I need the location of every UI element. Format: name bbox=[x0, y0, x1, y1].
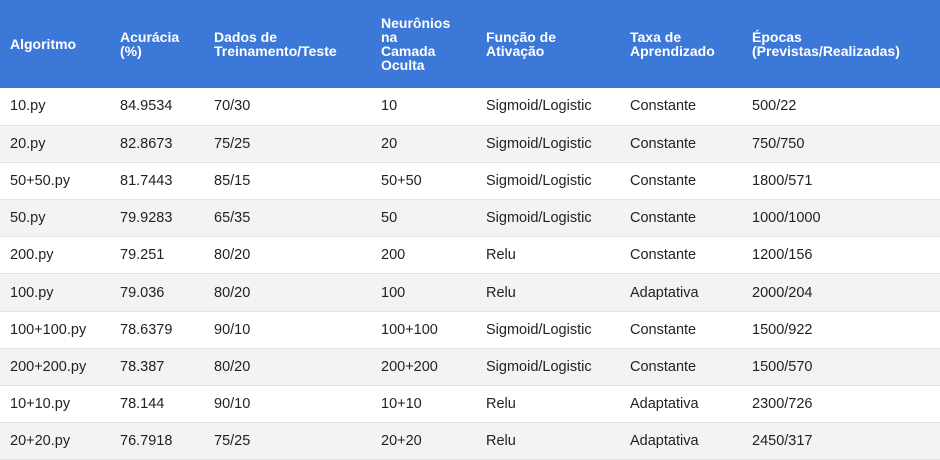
taxa-cell: Constante bbox=[630, 358, 697, 375]
dados-cell: 75/25 bbox=[214, 433, 251, 450]
acuracia-cell: 81.7443 bbox=[120, 172, 173, 189]
algoritmo-cell: 100.py bbox=[10, 284, 54, 301]
taxa-cell: Constante bbox=[630, 210, 697, 227]
funcao-cell: Sigmoid/Logistic bbox=[486, 210, 592, 227]
funcao-cell: Relu bbox=[486, 396, 516, 413]
algoritmo-cell: 100+100.py bbox=[10, 321, 87, 338]
acuracia-cell: 78.144 bbox=[120, 396, 165, 413]
dados-cell: 75/25 bbox=[214, 135, 251, 152]
algoritmo-cell: 200.py bbox=[10, 247, 54, 264]
epocas-cell: 1800/571 bbox=[752, 172, 813, 189]
epocas-cell: 750/750 bbox=[752, 135, 805, 152]
header-neuronios: Neurônios na Camada Oculta bbox=[381, 15, 451, 73]
taxa-cell: Constante bbox=[630, 172, 697, 189]
epocas-cell: 2300/726 bbox=[752, 396, 813, 413]
dados-cell: 80/20 bbox=[214, 358, 251, 375]
taxa-cell: Constante bbox=[630, 135, 697, 152]
algoritmo-cell: 20+20.py bbox=[10, 433, 71, 450]
acuracia-cell: 84.9534 bbox=[120, 98, 173, 115]
neuronios-cell: 200 bbox=[381, 247, 406, 264]
table-row: 10.py 84.9534 70/30 10 Sigmoid/Logistic Const… bbox=[0, 88, 940, 126]
table-header: Algoritmo Acurácia (%) Dados de Treiname… bbox=[0, 0, 940, 88]
epocas-cell: 1200/156 bbox=[752, 247, 813, 264]
neuronios-cell: 20+20 bbox=[381, 433, 422, 450]
taxa-cell: Constante bbox=[630, 247, 697, 264]
funcao-cell: Sigmoid/Logistic bbox=[486, 98, 592, 115]
dados-cell: 90/10 bbox=[214, 396, 251, 413]
taxa-cell: Adaptativa bbox=[630, 433, 699, 450]
neuronios-cell: 50+50 bbox=[381, 172, 422, 189]
table-row: 50.py 79.9283 65/35 50 Sigmoid/Logistic Const… bbox=[0, 199, 940, 237]
epocas-cell: 500/22 bbox=[752, 98, 797, 115]
table-row: 200+200.py 78.387 80/20 200+200 Sigmoid/Logi… bbox=[0, 348, 940, 386]
table-row: 20.py 82.8673 75/25 20 Sigmoid/Logistic Const… bbox=[0, 125, 940, 163]
table-row: 100+100.py 78.6379 90/10 100+100 Sigmoid/Log… bbox=[0, 311, 940, 349]
epocas-cell: 2000/204 bbox=[752, 284, 813, 301]
funcao-cell: Sigmoid/Logistic bbox=[486, 135, 592, 152]
header-algoritmo: Algoritmo bbox=[10, 36, 77, 52]
acuracia-cell: 76.7918 bbox=[120, 433, 173, 450]
neuronios-cell: 100 bbox=[381, 284, 406, 301]
table-row: 200.py 79.251 80/20 200 Relu Constante 1200/15… bbox=[0, 237, 940, 274]
neuronios-cell: 20 bbox=[381, 135, 398, 152]
taxa-cell: Constante bbox=[630, 98, 697, 115]
funcao-cell: Relu bbox=[486, 284, 516, 301]
dados-cell: 80/20 bbox=[214, 247, 251, 264]
taxa-cell: Constante bbox=[630, 321, 697, 338]
epocas-cell: 1000/1000 bbox=[752, 210, 821, 227]
funcao-cell: Sigmoid/Logistic bbox=[486, 358, 592, 375]
header-dados: Dados de Treinamento/Teste bbox=[214, 29, 337, 59]
acuracia-cell: 78.6379 bbox=[120, 321, 173, 338]
algoritmo-cell: 10.py bbox=[10, 98, 46, 115]
epocas-cell: 1500/922 bbox=[752, 321, 813, 338]
acuracia-cell: 79.251 bbox=[120, 247, 165, 264]
header-funcao: Função de Ativação bbox=[486, 29, 557, 59]
acuracia-cell: 82.8673 bbox=[120, 135, 173, 152]
funcao-cell: Sigmoid/Logistic bbox=[486, 321, 592, 338]
neuronios-cell: 50 bbox=[381, 210, 398, 227]
funcao-cell: Relu bbox=[486, 433, 516, 450]
algoritmo-cell: 200+200.py bbox=[10, 358, 87, 375]
header-acuracia: Acurácia (%) bbox=[120, 29, 180, 59]
acuracia-cell: 79.9283 bbox=[120, 210, 173, 227]
taxa-cell: Adaptativa bbox=[630, 396, 699, 413]
epocas-cell: 1500/570 bbox=[752, 358, 813, 375]
table-row: 10+10.py 78.144 90/10 10+10 Relu Adaptativa 23… bbox=[0, 386, 940, 423]
funcao-cell: Sigmoid/Logistic bbox=[486, 172, 592, 189]
algoritmo-cell: 50+50.py bbox=[10, 172, 71, 189]
algoritmo-cell: 50.py bbox=[10, 210, 46, 227]
algoritmo-cell: 10+10.py bbox=[10, 396, 71, 413]
dados-cell: 80/20 bbox=[214, 284, 251, 301]
acuracia-cell: 78.387 bbox=[120, 358, 165, 375]
header-row: Algoritmo Acurácia (%) Dados de Treiname… bbox=[0, 0, 940, 88]
neuronios-cell: 10+10 bbox=[381, 396, 422, 413]
algoritmo-cell: 20.py bbox=[10, 135, 46, 152]
dados-cell: 90/10 bbox=[214, 321, 251, 338]
header-epocas: Épocas (Previstas/Realizadas) bbox=[752, 29, 900, 59]
acuracia-cell: 79.036 bbox=[120, 284, 165, 301]
funcao-cell: Relu bbox=[486, 247, 516, 264]
dados-cell: 85/15 bbox=[214, 172, 251, 189]
neuronios-cell: 200+200 bbox=[381, 358, 438, 375]
table-row: 50+50.py 81.7443 85/15 50+50 Sigmoid/Logisti… bbox=[0, 162, 940, 200]
header-taxa: Taxa de Aprendizado bbox=[630, 29, 715, 59]
neuronios-cell: 10 bbox=[381, 98, 398, 115]
dados-cell: 65/35 bbox=[214, 210, 251, 227]
dados-cell: 70/30 bbox=[214, 98, 251, 115]
epocas-cell: 2450/317 bbox=[752, 433, 813, 450]
neuronios-cell: 100+100 bbox=[381, 321, 438, 338]
table-body: 10.py 84.9534 70/30 10 Sigmoid/Logistic Const… bbox=[0, 88, 940, 460]
taxa-cell: Adaptativa bbox=[630, 284, 699, 301]
table-row: 20+20.py 76.7918 75/25 20+20 Relu Adaptativa 2… bbox=[0, 422, 940, 460]
table-row: 100.py 79.036 80/20 100 Relu Adaptativa 2000/2… bbox=[0, 273, 940, 312]
